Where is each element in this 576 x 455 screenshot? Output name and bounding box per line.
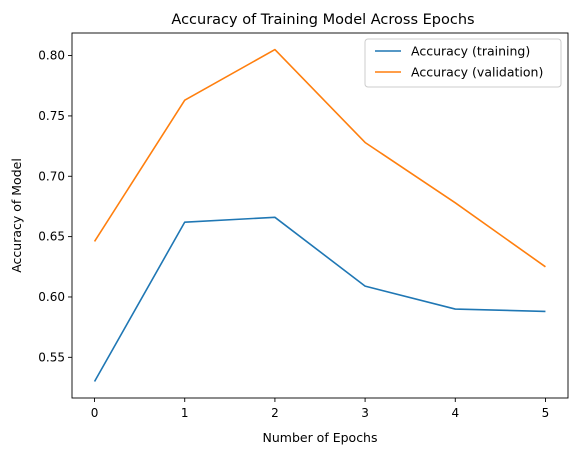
chart-title: Accuracy of Training Model Across Epochs bbox=[171, 12, 474, 28]
y-tick-label: 0.80 bbox=[38, 49, 65, 63]
y-tick-label: 0.65 bbox=[38, 230, 65, 244]
x-tick-label: 0 bbox=[91, 406, 99, 420]
y-tick-label: 0.75 bbox=[38, 109, 65, 123]
series-layer bbox=[93, 48, 546, 382]
plot-area bbox=[71, 32, 569, 399]
x-tick-label: 1 bbox=[181, 406, 189, 420]
y-axis-ticks: 0.55 0.60 0.65 0.70 0.75 0.80 bbox=[38, 49, 72, 364]
legend: Accuracy (training) Accuracy (validation) bbox=[364, 38, 562, 88]
x-tick-label: 2 bbox=[271, 406, 279, 420]
legend-box bbox=[364, 38, 562, 88]
y-axis-label: Accuracy of Model bbox=[9, 158, 24, 273]
x-tick-label: 4 bbox=[451, 406, 459, 420]
series-line-validation bbox=[93, 48, 546, 268]
x-tick-label: 5 bbox=[542, 406, 550, 420]
x-tick-label: 3 bbox=[361, 406, 369, 420]
y-tick-label: 0.70 bbox=[38, 169, 65, 183]
x-axis-ticks: 0 1 2 3 4 5 bbox=[91, 398, 550, 420]
y-tick-label: 0.60 bbox=[38, 290, 65, 304]
legend-label: Accuracy (training) bbox=[411, 44, 530, 59]
legend-label: Accuracy (validation) bbox=[411, 65, 543, 80]
y-tick-label: 0.55 bbox=[38, 350, 65, 364]
x-axis-label: Number of Epochs bbox=[263, 430, 378, 445]
series-line-training bbox=[93, 216, 546, 382]
plot-frame bbox=[71, 32, 569, 399]
